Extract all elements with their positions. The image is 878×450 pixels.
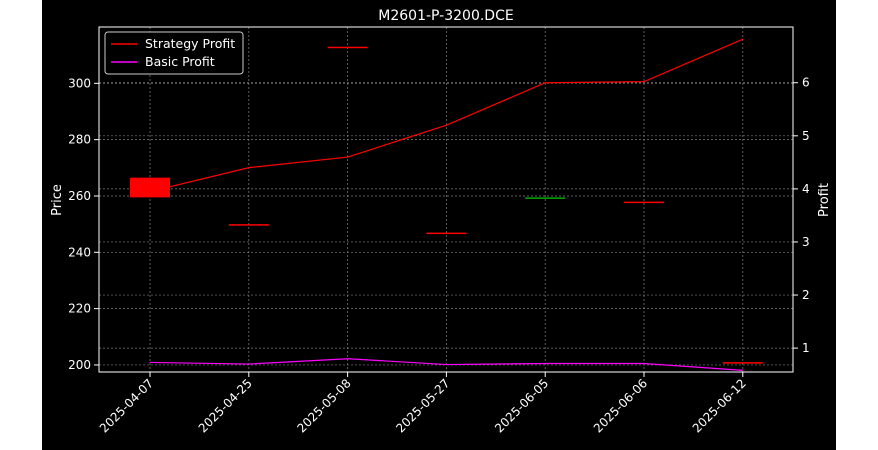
x-tick-label: 2025-06-06 [591,376,650,435]
y2-tick-label: 2 [802,288,810,302]
y-axis-label: Price [50,184,65,216]
candle-body [722,362,763,364]
candle-body [327,46,368,49]
axis-layer: 2025-04-07 2025-04-25 2025-05-08 2025-05-27… [68,76,810,436]
candle-body [525,197,566,199]
x-tick-label: 2025-04-25 [196,376,255,435]
legend-label-basic-profit: Basic Profit [145,54,215,69]
y-tick-label: 260 [68,189,91,203]
legend: Strategy Profit Basic Profit [104,31,244,75]
candle-body [130,177,170,198]
y-tick-label: 200 [68,358,91,372]
y2-tick-label: 6 [802,76,810,90]
y-tick-label: 220 [68,302,91,316]
x-tick-label: 2025-05-08 [295,376,354,435]
candle-body [624,201,664,204]
y2-tick-label: 3 [802,235,810,249]
y2-tick-label: 1 [802,341,810,355]
y-tick-label: 280 [68,133,91,147]
legend-box [104,31,244,75]
line-basic-profit [149,358,743,372]
x-tick-label: 2025-04-07 [97,376,156,435]
chart-canvas: 2025-04-07 2025-04-25 2025-05-08 2025-05-27… [50,8,832,436]
y2-tick-label: 4 [802,182,810,196]
chart-figure: 2025-04-07 2025-04-25 2025-05-08 2025-05-27… [42,0,836,450]
candle-body [426,232,467,235]
x-tick-label: 2025-05-27 [393,376,452,435]
line-strategy-profit [149,38,744,193]
grid-layer [99,27,793,372]
legend-label-strategy-profit: Strategy Profit [145,36,235,51]
y2-axis-label: Profit [817,183,832,217]
chart-title: M2601-P-3200.DCE [378,8,513,24]
x-tick-label: 2025-06-05 [492,376,551,435]
y-tick-label: 300 [68,76,91,90]
plot-frame [98,26,794,373]
x-tick-label: 2025-06-12 [690,376,749,435]
y-tick-label: 240 [68,245,91,259]
y2-tick-label: 5 [802,129,810,143]
candle-body [228,224,269,226]
plot-layer [130,38,763,372]
